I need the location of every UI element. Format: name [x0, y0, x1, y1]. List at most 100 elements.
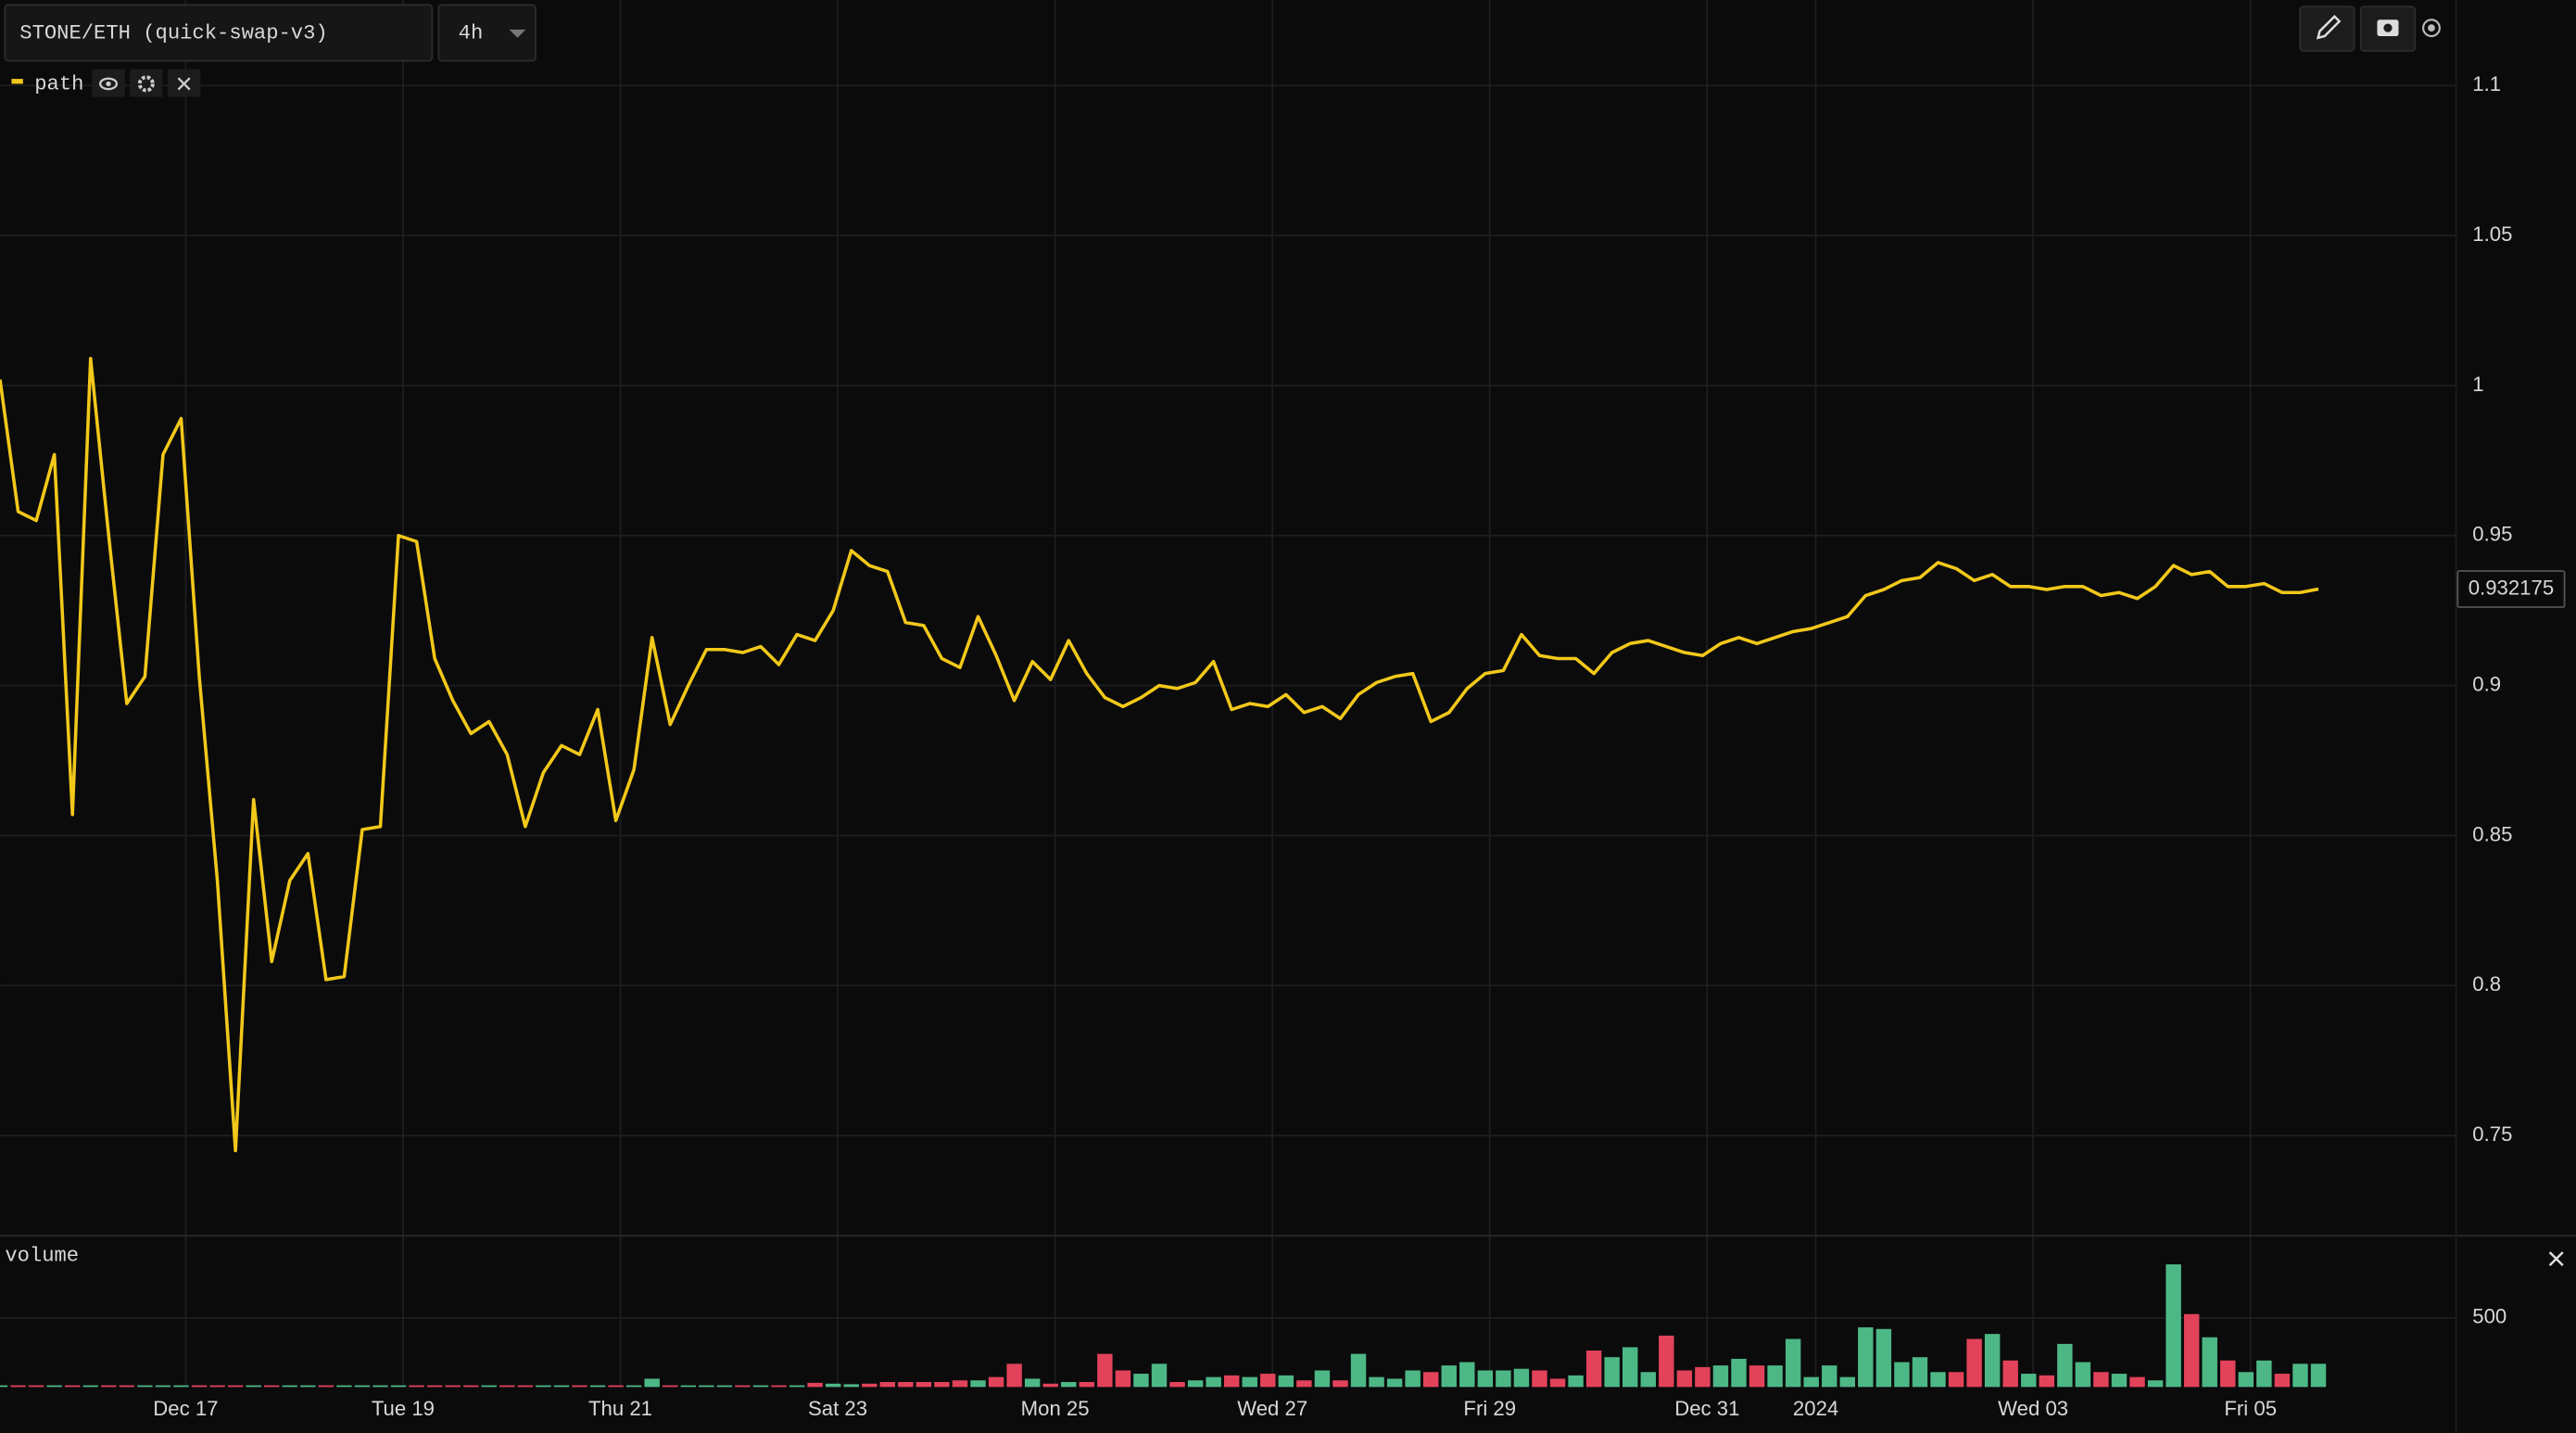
volume-bar — [589, 1385, 606, 1388]
volume-bar — [173, 1385, 189, 1388]
volume-bar — [1568, 1375, 1584, 1388]
volume-bar — [1079, 1381, 1095, 1388]
volume-bar — [735, 1385, 751, 1388]
volume-bar — [1350, 1353, 1367, 1388]
volume-bar — [0, 1385, 8, 1388]
volume-bar — [1133, 1374, 1149, 1388]
interval-label: 4h — [459, 21, 484, 44]
volume-bar — [1260, 1374, 1276, 1388]
symbol-title: STONE/ETH (quick-swap-v3) — [19, 21, 327, 44]
volume-bar — [1169, 1381, 1185, 1388]
settings-radio[interactable] — [2422, 19, 2441, 38]
interval-caret — [509, 29, 526, 38]
volume-bar — [1314, 1370, 1331, 1388]
volume-bar — [1042, 1383, 1058, 1388]
y-tick-label: 0.75 — [2472, 1122, 2512, 1146]
volume-close[interactable] — [2548, 1251, 2564, 1267]
volume-bar — [1513, 1368, 1530, 1388]
volume-bar — [1839, 1376, 1855, 1388]
volume-bar — [390, 1385, 407, 1388]
volume-bar — [445, 1385, 461, 1388]
volume-bar — [1912, 1357, 1928, 1388]
volume-bar — [1405, 1370, 1421, 1388]
volume-bar — [1712, 1365, 1729, 1388]
y-tick-label: 0.9 — [2472, 672, 2501, 695]
legend-label: path — [34, 72, 83, 95]
settings-button[interactable] — [130, 69, 163, 97]
volume-bar — [752, 1385, 769, 1388]
y-tick-label: 0.95 — [2472, 523, 2512, 546]
x-tick-label: Tue 19 — [372, 1397, 435, 1420]
volume-bar — [64, 1385, 81, 1388]
volume-bar — [1930, 1372, 1946, 1388]
symbol-box[interactable] — [4, 4, 434, 62]
volume-bar — [663, 1385, 678, 1388]
draw-button[interactable] — [2299, 6, 2355, 52]
price-line — [0, 357, 2319, 1153]
volume-bar — [2057, 1343, 2073, 1388]
volume-bar — [1966, 1338, 1982, 1388]
volume-bar — [1115, 1370, 1131, 1388]
volume-bar — [264, 1385, 280, 1388]
x-tick-label: Wed 27 — [1237, 1397, 1307, 1420]
plot — [0, 357, 2327, 1388]
volume-bar — [246, 1385, 261, 1388]
volume-bar — [1459, 1362, 1475, 1388]
volume-bar — [915, 1381, 932, 1388]
volume-bar — [1803, 1376, 1819, 1388]
volume-bar — [119, 1385, 135, 1388]
volume-bar — [1061, 1381, 1077, 1388]
volume-bar — [2238, 1372, 2254, 1388]
volume-bar — [716, 1385, 733, 1388]
volume-bar — [1623, 1347, 1638, 1388]
grid — [0, 0, 2456, 1388]
volume-bar — [137, 1385, 153, 1388]
volume-bar — [209, 1385, 225, 1388]
volume-bar — [2111, 1374, 2128, 1388]
volume-bar — [572, 1385, 587, 1388]
volume-bar — [101, 1385, 117, 1388]
volume-bar — [536, 1385, 551, 1388]
volume-bar — [699, 1385, 714, 1388]
x-tick-label: Fri 29 — [1463, 1397, 1516, 1420]
volume-bar — [191, 1385, 208, 1388]
pencil-icon — [2316, 14, 2342, 40]
x-tick-label: Dec 31 — [1674, 1397, 1739, 1420]
volume-bar — [970, 1380, 986, 1388]
volume-bar — [1875, 1328, 1892, 1388]
volume-bar — [1386, 1378, 1403, 1388]
interval-box[interactable] — [437, 4, 537, 62]
volume-bar — [1097, 1353, 1113, 1388]
volume-bar — [1585, 1351, 1602, 1388]
legend-swatch — [11, 79, 23, 84]
volume-bar — [2166, 1264, 2181, 1388]
volume-bar — [2256, 1360, 2272, 1388]
volume-bar — [898, 1381, 914, 1388]
x-tick-label: Dec 17 — [153, 1397, 218, 1420]
volume-bar — [988, 1376, 1004, 1388]
volume-bar — [517, 1385, 534, 1388]
volume-bar — [1024, 1378, 1041, 1388]
volume-bar — [2075, 1362, 2091, 1388]
volume-bar — [1242, 1376, 1257, 1388]
volume-bar — [1532, 1370, 1547, 1388]
x-tick-label: Fri 05 — [2224, 1397, 2277, 1420]
volume-bar — [1332, 1380, 1348, 1388]
volume-bar — [1894, 1362, 1910, 1388]
volume-bar — [879, 1381, 896, 1388]
volume-label: volume — [5, 1244, 79, 1267]
volume-bar — [1822, 1365, 1837, 1388]
volume-bar — [481, 1385, 497, 1388]
volume-bar — [1604, 1357, 1620, 1388]
volume-bar — [46, 1385, 62, 1388]
volume-bar — [28, 1385, 44, 1388]
volume-bar — [2274, 1374, 2291, 1388]
volume-bar — [2183, 1313, 2200, 1388]
volume-bar — [644, 1378, 660, 1388]
volume-bar — [2002, 1360, 2018, 1388]
volume-bar — [825, 1383, 841, 1388]
volume-bar — [1441, 1365, 1457, 1388]
x-tick-label: Sat 23 — [808, 1397, 867, 1420]
volume-bar — [862, 1383, 878, 1388]
